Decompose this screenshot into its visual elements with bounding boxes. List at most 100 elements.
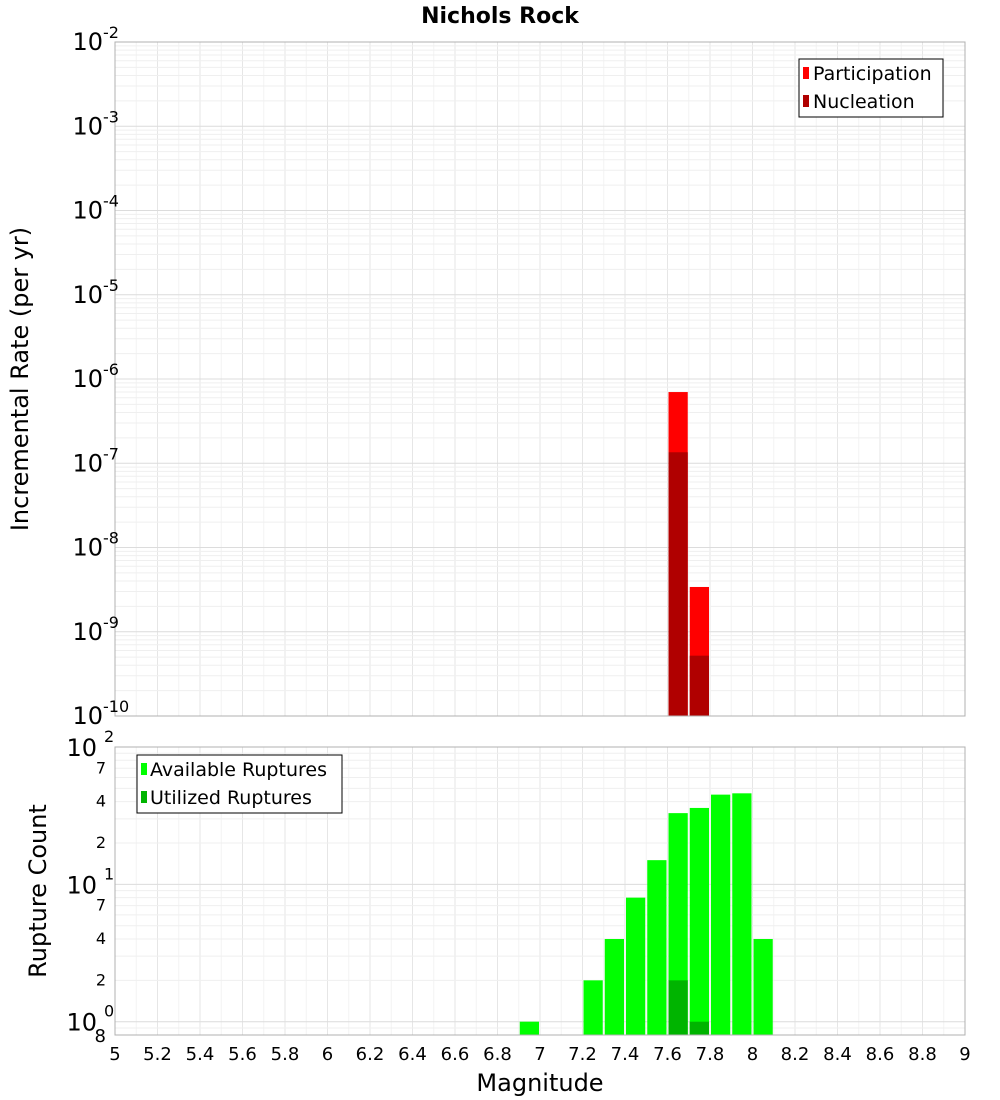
bottom-y-tick-base: 10 (66, 871, 97, 899)
x-tick-label: 7.8 (696, 1044, 725, 1065)
top-y-tick-exponent: -10 (103, 697, 129, 716)
top-y-tick-label: 10 -6 (72, 360, 119, 393)
bottom-y-minor-tick-label: 7 (96, 758, 106, 777)
top-y-tick-label: 10 -3 (72, 107, 119, 140)
x-tick-label: 8.2 (781, 1044, 810, 1065)
legend-participation: Participation (813, 63, 932, 85)
bottom-y-tick-exponent: 0 (104, 1002, 114, 1021)
x-tick-label: 6.4 (398, 1044, 427, 1065)
top-plot-grid (114, 42, 966, 717)
bottom-y-minor-tick-label: 2 (96, 970, 106, 989)
top-y-tick-label: 10 -2 (72, 23, 119, 56)
x-tick-label: 9 (959, 1044, 970, 1065)
top-y-tick-base: 10 (72, 365, 103, 393)
top-y-tick-base: 10 (72, 28, 103, 56)
nucleation-bar (668, 452, 688, 716)
top-y-tick-label: 10 -4 (72, 192, 119, 225)
x-tick-label: 7.6 (653, 1044, 682, 1065)
x-tick-label: 7.4 (611, 1044, 640, 1065)
x-tick-labels: 5 5.2 5.4 5.6 5.8 6 6.2 6.4 6.6 6.8 7 7.2 7.4 7.6 7.8 8… (109, 1044, 970, 1065)
bottom-y-minor-tick-label: 4 (96, 792, 106, 811)
bottom-y-axis-label: Rupture Count (24, 804, 52, 978)
bottom-y-minor-tick-label: 8 (95, 1026, 106, 1047)
legend-available-ruptures: Available Ruptures (150, 759, 327, 781)
utilized-ruptures-bar (668, 980, 688, 1035)
top-y-tick-base: 10 (72, 702, 103, 730)
top-y-tick-exponent: -9 (103, 613, 119, 632)
top-y-tick-label: 10 -9 (72, 613, 119, 646)
nucleation-bar (689, 655, 709, 716)
top-y-tick-base: 10 (72, 618, 103, 646)
bottom-plot-frame (114, 746, 966, 1036)
bottom-legend-box (136, 754, 343, 814)
utilized-swatch (141, 791, 147, 803)
top-y-tick-exponent: -3 (103, 107, 119, 126)
legend-nucleation: Nucleation (813, 91, 915, 113)
bottom-plot-bars (519, 793, 773, 1035)
top-legend-box (798, 58, 944, 118)
available-ruptures-bar (753, 939, 773, 1035)
x-tick-label: 5.8 (271, 1044, 300, 1065)
bottom-y-tick-exponent: 1 (104, 864, 114, 883)
top-y-tick-exponent: -5 (103, 276, 119, 295)
x-tick-label: 5 (109, 1044, 120, 1065)
x-tick-label: 8 (747, 1044, 758, 1065)
top-y-tick-label: 10 -10 (72, 697, 129, 730)
x-tick-label: 7 (534, 1044, 545, 1065)
x-tick-label: 7.2 (568, 1044, 597, 1065)
top-y-tick-base: 10 (72, 534, 103, 562)
x-tick-label: 8.8 (908, 1044, 937, 1065)
nucleation-swatch (803, 95, 809, 107)
available-ruptures-bar (711, 794, 731, 1035)
bottom-y-tick-exponent: 2 (104, 727, 114, 746)
top-y-tick-label: 10 -5 (72, 276, 119, 309)
x-tick-label: 8.6 (866, 1044, 895, 1065)
top-plot-frame (114, 41, 966, 717)
bottom-y-tick-base: 10 (66, 1009, 97, 1037)
bottom-y-minor-tick-label: 4 (96, 929, 106, 948)
chart-title: Nichols Rock (421, 4, 580, 29)
top-y-tick-exponent: -6 (103, 360, 119, 379)
available-ruptures-bar (647, 860, 667, 1035)
available-ruptures-bar (583, 980, 603, 1035)
bottom-y-minor-tick-label: 7 (96, 896, 106, 915)
top-y-tick-base: 10 (72, 197, 103, 225)
available-ruptures-bar (604, 939, 624, 1035)
x-tick-label: 6.2 (356, 1044, 385, 1065)
top-y-tick-exponent: -7 (103, 444, 119, 463)
top-y-tick-label: 10 -8 (72, 529, 119, 562)
x-tick-label: 5.4 (186, 1044, 215, 1065)
available-ruptures-bar (689, 807, 709, 1035)
top-y-tick-base: 10 (72, 449, 103, 477)
available-swatch (141, 763, 147, 775)
x-tick-label: 8.4 (823, 1044, 852, 1065)
top-legend: Participation Nucleation (798, 58, 944, 118)
bottom-y-tick-labels: 10 0 10 1 10 2 8 2 4 7 2 4 7 (66, 727, 114, 1047)
top-y-tick-exponent: -8 (103, 529, 119, 548)
top-y-tick-label: 10 -7 (72, 444, 119, 477)
top-plot-bars (668, 392, 709, 716)
x-tick-label: 5.6 (228, 1044, 257, 1065)
x-tick-label: 6.8 (483, 1044, 512, 1065)
top-y-tick-exponent: -2 (103, 23, 119, 42)
available-ruptures-bar (668, 813, 688, 1035)
top-y-tick-exponent: -4 (103, 192, 119, 211)
top-y-tick-base: 10 (72, 112, 103, 140)
legend-utilized-ruptures: Utilized Ruptures (150, 787, 312, 809)
top-y-tick-base: 10 (72, 281, 103, 309)
x-tick-label: 6.6 (441, 1044, 470, 1065)
x-axis-label: Magnitude (476, 1069, 603, 1097)
bottom-y-tick-base: 10 (66, 734, 97, 762)
participation-swatch (803, 67, 809, 79)
available-ruptures-bar (519, 1021, 539, 1035)
available-ruptures-bar (732, 793, 752, 1035)
utilized-ruptures-bar (689, 1021, 709, 1035)
bottom-legend: Available Ruptures Utilized Ruptures (136, 754, 343, 814)
x-tick-label: 6 (322, 1044, 333, 1065)
top-y-axis-label: Incremental Rate (per yr) (6, 227, 34, 531)
x-tick-label: 5.2 (143, 1044, 172, 1065)
bottom-y-minor-tick-label: 2 (96, 833, 106, 852)
